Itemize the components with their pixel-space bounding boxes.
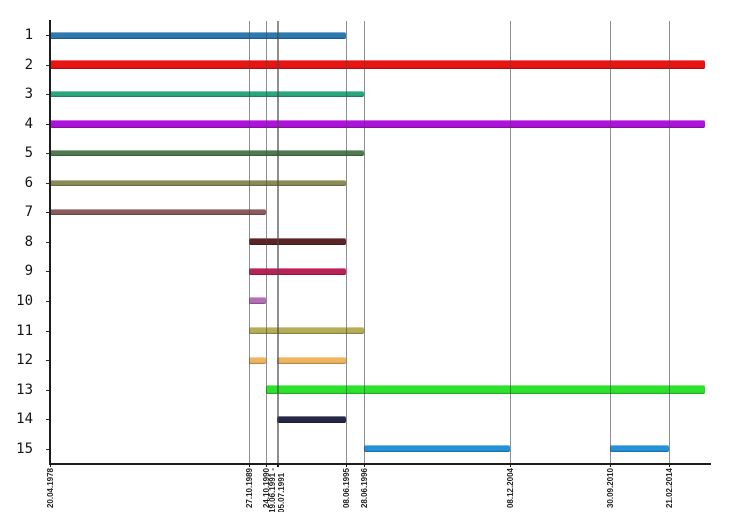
gantt-bar-row-5 xyxy=(50,150,365,157)
gantt-bar-row-15 xyxy=(364,445,510,453)
gantt-bar-row-11 xyxy=(248,327,365,334)
y-axis-tick xyxy=(46,94,50,96)
y-axis-tick xyxy=(46,241,50,243)
y-axis-tick xyxy=(46,448,50,450)
x-tick-label: 08.06.1995 xyxy=(342,468,351,508)
x-tick-label: 20.04.1978 xyxy=(46,468,55,508)
y-axis-tick xyxy=(46,35,50,36)
row-label-10: 10 xyxy=(16,292,33,309)
gantt-bar-row-12 xyxy=(248,356,267,364)
x-tick-label-text-line2: 05.07.1991 xyxy=(277,472,287,512)
y-axis-tick xyxy=(46,300,50,302)
y-axis-tick xyxy=(46,330,50,332)
row-label-3: 3 xyxy=(24,86,33,103)
y-axis-tick xyxy=(46,182,50,184)
x-tick-label-text: 28.06.1996 xyxy=(360,468,370,509)
gantt-bar-row-8 xyxy=(248,238,346,246)
x-axis-tick xyxy=(249,463,250,467)
x-tick-label-text: 20.04.1978 xyxy=(46,468,55,509)
x-axis-tick xyxy=(669,463,670,467)
gantt-bar-row-9 xyxy=(248,267,346,275)
gantt-bar-row-14 xyxy=(277,415,346,423)
y-axis-tick xyxy=(46,64,50,66)
x-tick-label-text: 08.06.1995 xyxy=(341,468,351,509)
y-axis-tick xyxy=(46,419,50,421)
y-axis-tick xyxy=(46,389,50,391)
row-label-14: 14 xyxy=(16,411,33,428)
x-axis-tick xyxy=(278,463,279,467)
gantt-bar-row-13 xyxy=(266,385,705,395)
gantt-bar-row-1 xyxy=(50,31,346,39)
x-axis-tick xyxy=(346,463,347,467)
x-tick-label-text: 21.02.2014 xyxy=(665,468,674,509)
y-axis-tick xyxy=(46,360,50,362)
row-label-6: 6 xyxy=(24,174,33,191)
gantt-bar-row-4 xyxy=(50,119,705,128)
row-label-8: 8 xyxy=(24,233,33,250)
date-gridline xyxy=(266,21,267,463)
gantt-bar-row-7 xyxy=(50,209,267,216)
row-label-9: 9 xyxy=(24,263,33,280)
row-label-1: 1 xyxy=(24,27,33,43)
x-axis-tick xyxy=(364,463,365,467)
gantt-bar-row-15 xyxy=(610,445,669,453)
x-tick-label-text: 27.10.1989 xyxy=(244,468,254,509)
date-gridline xyxy=(364,21,365,463)
date-gridline xyxy=(346,21,347,463)
x-tick-label-text: 19.06.1991 - xyxy=(268,468,278,512)
x-tick-label: 21.02.2014 xyxy=(665,468,674,508)
x-tick-label-text: 30.09.2010 xyxy=(606,468,616,509)
gantt-bar-row-6 xyxy=(50,179,346,186)
date-gridline xyxy=(277,21,278,463)
row-label-2: 2 xyxy=(24,56,33,73)
y-axis-line xyxy=(49,20,51,465)
y-axis-tick xyxy=(46,123,50,125)
x-axis-tick xyxy=(610,463,611,467)
date-gridline xyxy=(278,21,279,463)
gantt-bar-row-2 xyxy=(50,60,705,70)
date-gridline xyxy=(249,21,250,463)
y-axis-tick xyxy=(46,271,50,273)
x-tick-label: 27.10.1989 xyxy=(245,468,254,508)
x-tick-label: 08.12.2004 xyxy=(506,468,515,508)
x-tick-label: 30.09.2010 xyxy=(606,468,615,508)
x-axis-tick xyxy=(266,463,267,467)
date-gridline xyxy=(510,21,511,463)
row-label-7: 7 xyxy=(24,204,33,221)
row-label-13: 13 xyxy=(16,381,33,398)
x-axis-tick xyxy=(277,463,278,467)
x-axis-tick xyxy=(50,463,51,467)
row-label-4: 4 xyxy=(24,115,33,132)
gantt-bar-row-10 xyxy=(248,297,267,305)
row-label-5: 5 xyxy=(24,145,33,162)
date-gridline xyxy=(610,21,611,463)
x-tick-label: 19.06.1991 -05.07.1991 xyxy=(268,468,286,512)
row-label-15: 15 xyxy=(16,440,33,457)
row-label-11: 11 xyxy=(16,322,33,339)
date-gridline xyxy=(669,21,670,463)
gantt-bar-row-12 xyxy=(277,356,346,364)
gantt-bar-row-3 xyxy=(50,91,365,98)
y-axis-tick xyxy=(46,153,50,155)
x-tick-label-text: 08.12.2004 xyxy=(506,468,515,509)
y-axis-tick xyxy=(46,212,50,214)
x-axis-line xyxy=(49,463,711,465)
row-label-12: 12 xyxy=(16,352,33,369)
x-tick-label: 28.06.1996 xyxy=(360,468,369,508)
x-axis-tick xyxy=(510,463,511,467)
